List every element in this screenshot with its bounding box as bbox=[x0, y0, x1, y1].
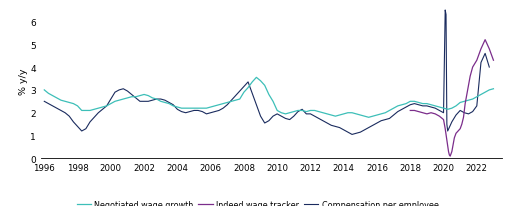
Negotiated wage growth bbox=[74, 105, 80, 108]
Compensation per employee bbox=[307, 113, 313, 116]
Negotiated wage growth bbox=[166, 103, 172, 105]
Indeed wage tracker bbox=[416, 111, 422, 113]
Indeed wage tracker bbox=[462, 103, 468, 105]
Negotiated wage growth bbox=[490, 88, 497, 91]
Indeed wage tracker bbox=[457, 128, 463, 130]
Indeed wage tracker bbox=[436, 115, 442, 118]
Line: Negotiated wage growth: Negotiated wage growth bbox=[44, 78, 494, 118]
Negotiated wage growth bbox=[287, 112, 293, 114]
Indeed wage tracker bbox=[464, 94, 470, 96]
Compensation per employee bbox=[158, 98, 164, 101]
Compensation per employee bbox=[486, 67, 493, 69]
Indeed wage tracker bbox=[451, 142, 457, 144]
Indeed wage tracker bbox=[442, 128, 449, 130]
Indeed wage tracker bbox=[407, 110, 413, 112]
Indeed wage tracker bbox=[460, 116, 466, 119]
Line: Indeed wage tracker: Indeed wage tracker bbox=[410, 40, 494, 156]
Indeed wage tracker bbox=[490, 60, 497, 62]
Compensation per employee bbox=[145, 101, 152, 103]
Indeed wage tracker bbox=[428, 112, 434, 114]
Negotiated wage growth bbox=[253, 77, 260, 79]
Legend: Negotiated wage growth, Indeed wage tracker, Compensation per employee: Negotiated wage growth, Indeed wage trac… bbox=[73, 197, 442, 206]
Negotiated wage growth bbox=[291, 111, 297, 113]
Negotiated wage growth bbox=[340, 113, 347, 116]
Negotiated wage growth bbox=[41, 89, 47, 92]
Indeed wage tracker bbox=[470, 67, 476, 69]
Indeed wage tracker bbox=[459, 123, 465, 126]
Indeed wage tracker bbox=[450, 146, 456, 149]
Y-axis label: % y/y: % y/y bbox=[18, 68, 28, 95]
Negotiated wage growth bbox=[191, 107, 197, 110]
Indeed wage tracker bbox=[447, 155, 453, 158]
Compensation per employee bbox=[442, 10, 449, 12]
Indeed wage tracker bbox=[440, 119, 446, 121]
Compensation per employee bbox=[253, 104, 260, 107]
Compensation per employee bbox=[41, 101, 47, 103]
Indeed wage tracker bbox=[451, 137, 457, 139]
Indeed wage tracker bbox=[467, 76, 473, 78]
Indeed wage tracker bbox=[474, 60, 480, 62]
Indeed wage tracker bbox=[486, 48, 493, 51]
Compensation per employee bbox=[349, 133, 355, 136]
Indeed wage tracker bbox=[448, 153, 454, 155]
Indeed wage tracker bbox=[445, 151, 452, 153]
Indeed wage tracker bbox=[482, 39, 488, 42]
Negotiated wage growth bbox=[366, 116, 372, 119]
Indeed wage tracker bbox=[478, 48, 484, 51]
Indeed wage tracker bbox=[420, 112, 426, 114]
Indeed wage tracker bbox=[444, 139, 450, 142]
Indeed wage tracker bbox=[461, 110, 467, 112]
Indeed wage tracker bbox=[411, 110, 417, 112]
Compensation per employee bbox=[212, 111, 218, 113]
Line: Compensation per employee: Compensation per employee bbox=[44, 11, 489, 135]
Indeed wage tracker bbox=[453, 132, 459, 135]
Indeed wage tracker bbox=[449, 151, 455, 153]
Indeed wage tracker bbox=[432, 113, 438, 116]
Compensation per employee bbox=[478, 62, 484, 64]
Indeed wage tracker bbox=[424, 113, 430, 116]
Indeed wage tracker bbox=[465, 85, 472, 87]
Indeed wage tracker bbox=[446, 154, 453, 156]
